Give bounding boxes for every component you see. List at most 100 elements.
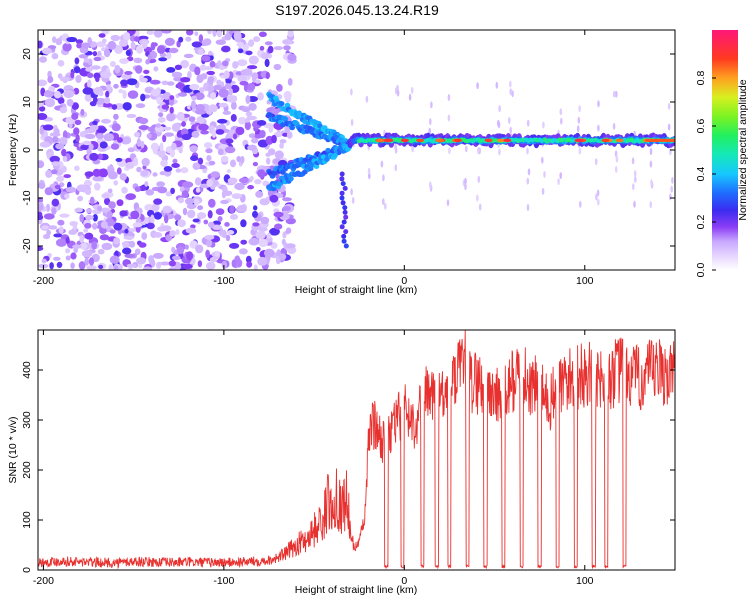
spectrogram-cell-1155 [43, 90, 55, 98]
spectrogram-cell-575 [247, 65, 258, 70]
spectrogram-cell-1013 [85, 188, 92, 195]
spectrogram-cell-544 [251, 137, 259, 144]
spectrogram-cell-1487 [342, 205, 348, 211]
spectrogram-cell-377 [207, 30, 212, 35]
spectrogram-cell-871 [55, 143, 65, 150]
spectrogram-cell-516 [174, 214, 182, 221]
spectrogram-cell-839 [84, 133, 96, 139]
spectrogram-cell-997 [273, 63, 282, 71]
spectrogram-cell-607 [135, 65, 143, 74]
spectrogram-cell-616 [270, 108, 281, 114]
spectrogram-cell-900 [269, 123, 274, 133]
spectrogram-cell-1170 [266, 232, 272, 239]
spectrogram-cell-1196 [225, 138, 234, 144]
spectrogram-cell-2117 [454, 138, 462, 143]
spectrogram-cell-269 [253, 36, 261, 43]
spectrogram-cell-902 [90, 65, 101, 70]
spectrogram-cell-295 [70, 262, 75, 270]
spectrogram-cell-879 [103, 48, 111, 58]
spectrogram-cell-738 [200, 73, 208, 80]
spectrogram-cell-1005 [41, 47, 52, 55]
spectrogram-cell-1111 [223, 70, 230, 79]
spectrogram-cell-97 [101, 118, 111, 124]
spectrogram-cell-1098 [96, 138, 105, 143]
spectrogram-cell-1602 [631, 157, 635, 165]
snr-y-tick-label: 0 [21, 567, 33, 573]
spectrogram-cell-808 [212, 224, 223, 230]
spectrogram-cell-1591 [597, 100, 600, 108]
spectrogram-cell-732 [253, 179, 262, 185]
spectrogram-cell-703 [165, 234, 173, 242]
spectrogram-cell-1023 [223, 190, 232, 197]
spectrogram-cell-814 [65, 255, 71, 261]
spectrogram-cell-184 [158, 151, 166, 158]
spectrogram-cell-1511 [384, 202, 387, 210]
spectrogram-cell-394 [183, 53, 194, 59]
spectrogram-cell-236 [124, 253, 135, 258]
spectrogram-cell-1562 [526, 204, 530, 211]
spectrogram-cell-992 [239, 248, 248, 255]
spectrogram-cell-2114 [497, 138, 505, 143]
spectrogram-cell-621 [249, 175, 254, 181]
spectrogram-cell-819 [99, 227, 107, 235]
spectrogram-cell-219 [92, 51, 98, 57]
spectrogram-cell-821 [62, 155, 68, 162]
spectrogram-cell-1068 [169, 95, 175, 101]
spectrogram-cell-1190 [208, 104, 218, 113]
spectrogram-cell-1029 [286, 131, 293, 139]
snr-y-tick-label: 300 [21, 411, 33, 429]
spectrogram-cell-635 [185, 36, 192, 42]
spectrogram-cell-18 [248, 133, 256, 139]
spectrogram-cell-861 [44, 98, 56, 108]
spectrogram-cell-931 [38, 182, 46, 189]
spectrogram-cell-977 [253, 205, 258, 211]
spectrogram-cell-28 [59, 182, 65, 188]
spectrogram-cell-552 [39, 126, 44, 135]
spectrogram-cell-1083 [218, 102, 229, 108]
spectrogram-cell-822 [160, 30, 172, 34]
spectrogram-cell-520 [98, 33, 106, 38]
spectrogram-cell-1589 [595, 193, 598, 201]
spectrogram-cell-2119 [435, 138, 444, 143]
spectrogram-cell-188 [230, 159, 236, 168]
spectrogram-cell-397 [218, 88, 230, 98]
spectrogram-cell-1565 [526, 119, 530, 127]
spectrogram-cell-1088 [134, 36, 140, 42]
spectrogram-cell-1180 [107, 40, 117, 50]
spectrogram-cell-1498 [351, 196, 355, 204]
spectrogram-cell-1060 [240, 69, 247, 76]
spectrogram-cell-571 [194, 177, 202, 186]
spectrogram-cell-722 [217, 216, 223, 222]
spectrogram-cell-1489 [343, 214, 349, 220]
spectrogram-cell-1177 [115, 157, 123, 162]
spectrogram-cell-1182 [100, 221, 108, 229]
spectrogram-cell-1112 [155, 123, 162, 128]
spectrogram-cell-1501 [350, 88, 353, 96]
spectrogram-cell-1582 [578, 105, 581, 113]
spectrogram-cell-2124 [376, 138, 385, 143]
spectrogram-cell-495 [266, 157, 271, 165]
spectrogram-cell-1492 [343, 229, 349, 235]
spectrogram-cell-1604 [649, 160, 653, 168]
spectrogram-cell-1100 [81, 42, 90, 49]
spectrogram-cell-950 [214, 252, 221, 257]
spectrogram-cell-637 [152, 252, 164, 259]
spectrogram-cell-897 [100, 70, 112, 79]
spectrogram-cell-1095 [111, 104, 118, 110]
spectrogram-cell-677 [224, 33, 232, 41]
spectrogram-cell-1549 [477, 147, 480, 155]
spectrogram-cell-988 [107, 210, 113, 218]
spectrogram-cell-1586 [596, 189, 600, 197]
spectrogram-cell-983 [285, 243, 296, 249]
spectrogram-cell-1010 [161, 225, 172, 232]
spectrogram-cell-1175 [207, 221, 215, 228]
spectrogram-cell-1034 [161, 104, 170, 110]
colorbar-ticks: 0.0 0.2 0.4 0.6 0.8 [695, 71, 716, 277]
spectrogram-cell-172 [134, 30, 140, 38]
spectrogram-cell-540 [279, 142, 284, 149]
spectrogram-cell-329 [248, 39, 255, 47]
spectrogram-cell-707 [71, 112, 79, 120]
spectrogram-cell-517 [269, 227, 280, 236]
spectrogram-cell-469 [220, 199, 229, 205]
